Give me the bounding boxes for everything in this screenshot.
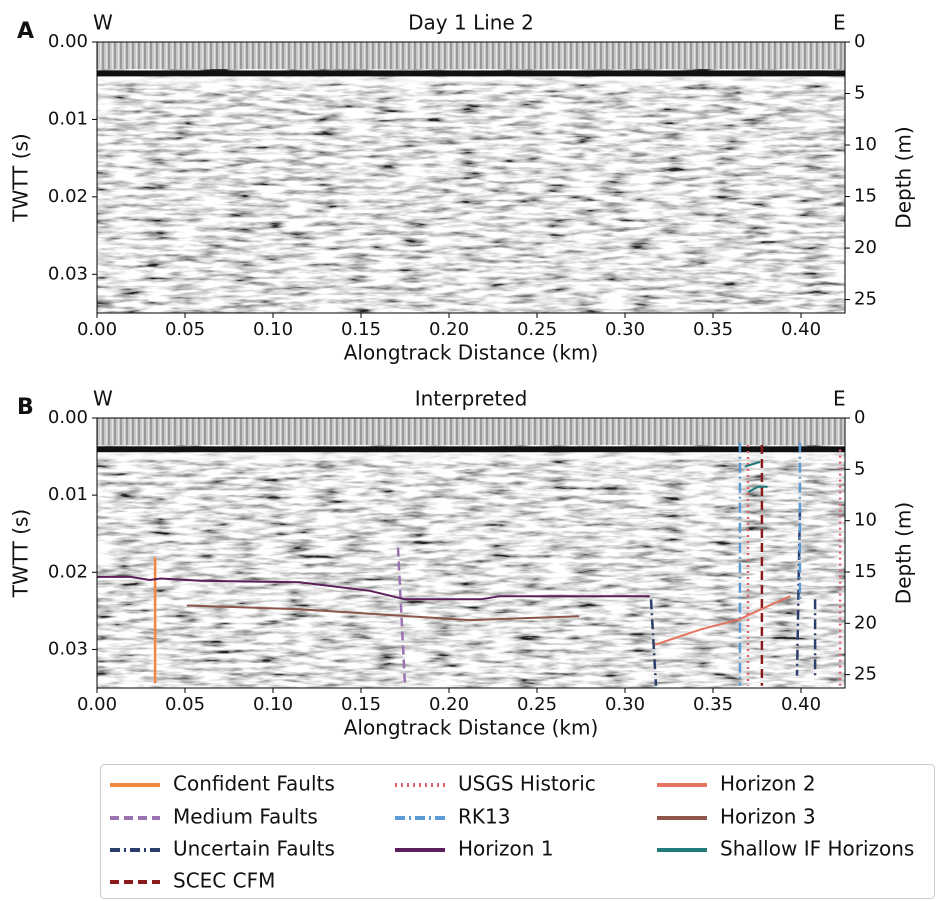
y-tick-label: 0.02	[48, 186, 88, 207]
panel-letter: A	[17, 19, 34, 44]
x-axis-label: Alongtrack Distance (km)	[344, 341, 599, 365]
y2-tick-label: 15	[854, 561, 877, 582]
interpretation-line	[97, 575, 650, 601]
y2-tick-label: 0	[854, 407, 865, 428]
legend-label: Shallow IF Horizons	[720, 837, 914, 861]
water-column	[97, 42, 845, 70]
x-tick-label: 0.40	[781, 319, 821, 340]
y2-tick-label: 25	[854, 289, 877, 310]
plot-frame	[96, 417, 846, 689]
seafloor-reflector	[97, 446, 845, 453]
x-tick-label: 0.10	[253, 319, 293, 340]
x-tick-label: 0.30	[605, 694, 645, 715]
x-tick-label: 0.40	[781, 694, 821, 715]
seafloor-halo	[97, 452, 845, 461]
interpretation-line	[396, 547, 407, 686]
chart-title: Day 1 Line 2	[408, 11, 534, 35]
panel-letter: B	[17, 395, 34, 420]
y-axis-label: TWTT (s)	[9, 509, 33, 598]
x-tick-label: 0.00	[77, 694, 117, 715]
y2-axis-label: Depth (m)	[892, 502, 916, 604]
legend-label: RK13	[458, 805, 510, 829]
x-tick-label: 0.00	[77, 319, 117, 340]
y-axis-label: TWTT (s)	[9, 133, 33, 222]
y2-tick-label: 5	[854, 458, 865, 479]
x-tick-label: 0.10	[253, 694, 293, 715]
interpretation-line	[738, 442, 802, 686]
interpretation-line	[746, 445, 842, 686]
y-tick-label: 0.01	[48, 484, 88, 505]
legend-label: USGS Historic	[458, 772, 596, 796]
y2-tick-label: 0	[854, 31, 865, 52]
y2-tick-label: 20	[854, 612, 877, 633]
x-tick-label: 0.05	[165, 694, 205, 715]
seismic-texture	[97, 42, 845, 313]
interpretation-line	[654, 595, 791, 646]
legend-label: Horizon 2	[720, 772, 816, 796]
legend-label: Medium Faults	[173, 805, 318, 829]
y-tick-label: 0.03	[48, 638, 88, 659]
x-tick-label: 0.20	[429, 694, 469, 715]
y2-tick-label: 25	[854, 664, 877, 685]
plot-area	[97, 42, 845, 313]
x-tick-label: 0.15	[341, 694, 381, 715]
seafloor-reflector	[97, 70, 845, 77]
x-tick-label: 0.25	[517, 694, 557, 715]
plot-area	[97, 418, 845, 688]
legend-label: Horizon 1	[458, 837, 554, 861]
east-label: E	[833, 11, 846, 35]
x-tick-label: 0.20	[429, 319, 469, 340]
x-tick-label: 0.35	[693, 319, 733, 340]
water-column	[97, 418, 845, 445]
seafloor-halo	[97, 76, 845, 85]
x-tick-label: 0.15	[341, 319, 381, 340]
y2-tick-label: 20	[854, 237, 877, 258]
y-tick-label: 0.00	[48, 407, 88, 428]
y-tick-label: 0.01	[48, 108, 88, 129]
y2-tick-label: 10	[854, 510, 877, 531]
y2-axis-label: Depth (m)	[892, 126, 916, 228]
west-label: W	[93, 387, 113, 411]
seismic-texture	[97, 418, 845, 688]
legend-label: SCEC CFM	[173, 869, 275, 893]
y-tick-label: 0.02	[48, 561, 88, 582]
interpretation-line	[744, 461, 768, 493]
east-label: E	[833, 387, 846, 411]
y2-tick-label: 10	[854, 134, 877, 155]
y-tick-label: 0.00	[48, 31, 88, 52]
legend-label: Uncertain Faults	[173, 837, 335, 861]
x-tick-label: 0.05	[165, 319, 205, 340]
chart-title: Interpreted	[415, 387, 528, 411]
legend-label: Horizon 3	[720, 805, 816, 829]
legend-label: Confident Faults	[173, 772, 335, 796]
legend-box	[100, 764, 935, 899]
y2-tick-label: 15	[854, 186, 877, 207]
plot-frame	[96, 41, 846, 314]
y2-tick-label: 5	[854, 83, 865, 104]
x-tick-label: 0.25	[517, 319, 557, 340]
y-tick-label: 0.03	[48, 263, 88, 284]
interpretation-line	[186, 604, 580, 622]
x-axis-label: Alongtrack Distance (km)	[344, 716, 599, 740]
x-tick-label: 0.30	[605, 319, 645, 340]
x-tick-label: 0.35	[693, 694, 733, 715]
west-label: W	[93, 11, 113, 35]
